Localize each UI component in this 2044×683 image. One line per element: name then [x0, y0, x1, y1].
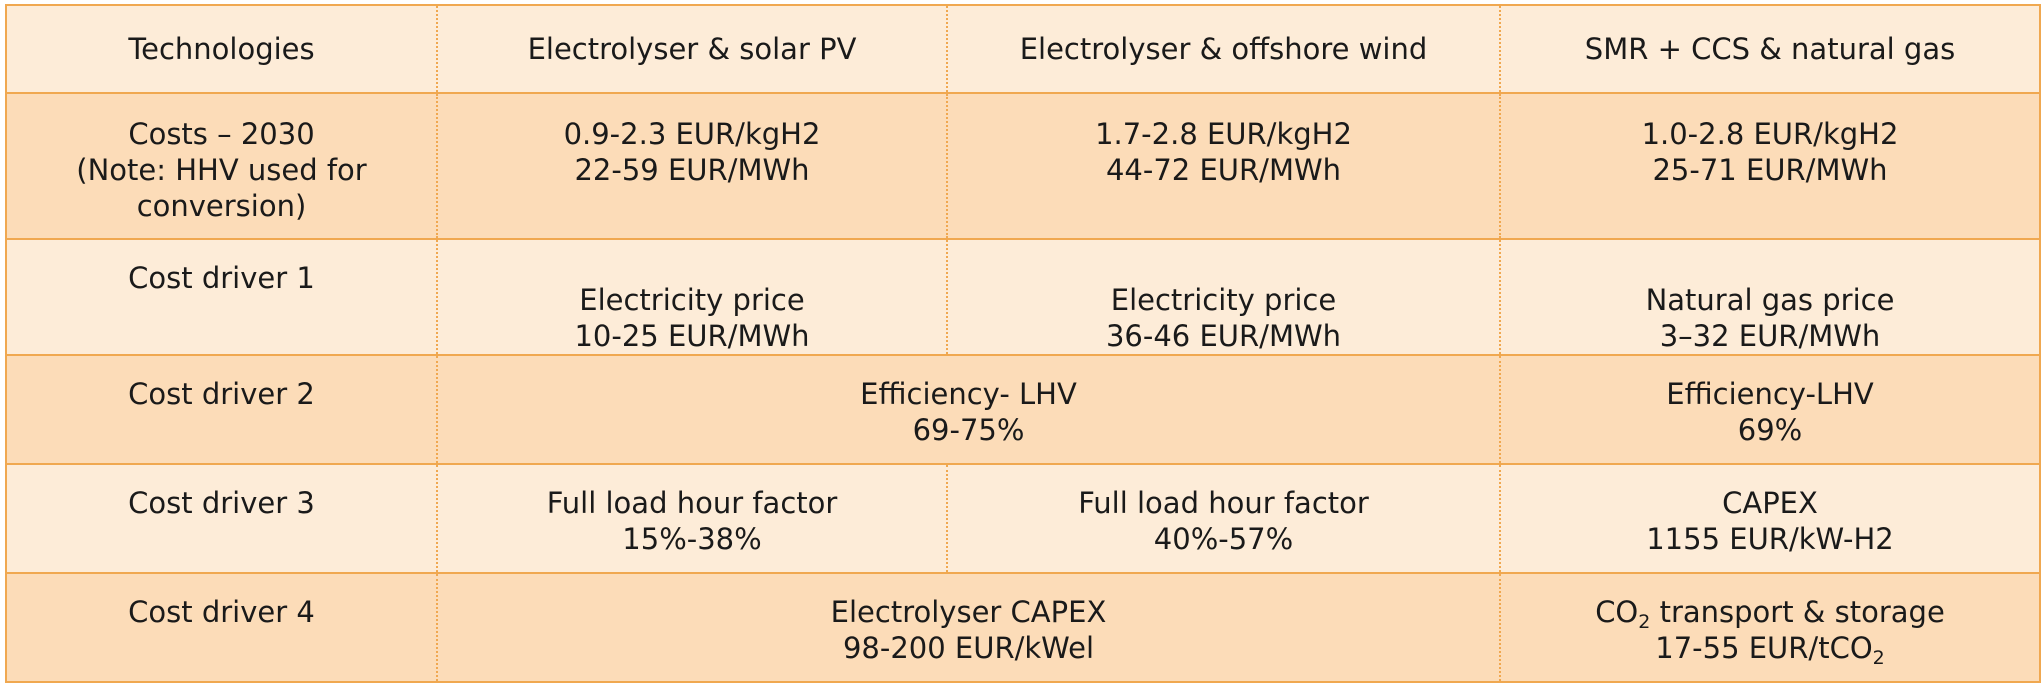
- cost-driver-1-smr-name: Natural gas price: [1645, 283, 1895, 317]
- costs-2030-smr-mwh: 25-71 EUR/MWh: [1652, 153, 1888, 187]
- cost-driver-1-solar-value: 10-25 EUR/MWh: [574, 319, 810, 353]
- costs-2030-smr-cell: 1.0-2.8 EUR/kgH2 25-71 EUR/MWh: [1499, 92, 2041, 240]
- cost-driver-3-solar-cell: Full load hour factor 15%-38%: [436, 463, 948, 574]
- cost-driver-3-smr-cell: CAPEX 1155 EUR/kW-H2: [1499, 463, 2041, 574]
- costs-2030-solar-cell: 0.9-2.3 EUR/kgH2 22-59 EUR/MWh: [436, 92, 948, 240]
- cost-driver-1-smr-value: 3–32 EUR/MWh: [1659, 319, 1881, 353]
- hydrogen-cost-table: Technologies Electrolyser & solar PV Ele…: [5, 4, 2041, 683]
- header-smr-ccs: SMR + CCS & natural gas: [1499, 4, 2041, 94]
- cost-driver-2-smr-cell: Efficiency-LHV 69%: [1499, 354, 2041, 465]
- costs-2030-wind-cell: 1.7-2.8 EUR/kgH2 44-72 EUR/MWh: [946, 92, 1501, 240]
- header-offshore-wind-label: Electrolyser & offshore wind: [1019, 32, 1428, 66]
- cost-driver-4-smr-value: 17-55 EUR/tCO2: [1655, 631, 1885, 669]
- cost-driver-3-wind-cell: Full load hour factor 40%-57%: [946, 463, 1501, 574]
- cost-driver-3-row: Cost driver 3 Full load hour factor 15%-…: [5, 463, 2041, 574]
- costs-2030-wind-kg: 1.7-2.8 EUR/kgH2: [1095, 117, 1352, 151]
- cost-driver-4-label-cell: Cost driver 4: [5, 572, 438, 683]
- costs-2030-row: Costs – 2030 (Note: HHV used for convers…: [5, 92, 2041, 240]
- cost-driver-2-electrolyser-name: Efficiency- LHV: [860, 377, 1077, 411]
- cost-driver-2-smr-value: 69%: [1737, 413, 1803, 447]
- header-technologies: Technologies: [5, 4, 438, 94]
- header-offshore-wind: Electrolyser & offshore wind: [946, 4, 1501, 94]
- cost-driver-2-label-cell: Cost driver 2: [5, 354, 438, 465]
- header-smr-ccs-label: SMR + CCS & natural gas: [1584, 32, 1956, 66]
- costs-2030-note: (Note: HHV used for conversion): [76, 153, 367, 223]
- cost-driver-3-smr-name: CAPEX: [1722, 486, 1818, 520]
- header-row: Technologies Electrolyser & solar PV Ele…: [5, 4, 2041, 94]
- cost-driver-2-electrolyser-cell: Efficiency- LHV 69-75%: [436, 354, 1501, 465]
- cost-driver-3-solar-name: Full load hour factor: [546, 486, 838, 520]
- cost-driver-1-wind-cell: Electricity price 36-46 EUR/MWh: [946, 238, 1501, 356]
- costs-2030-solar-mwh: 22-59 EUR/MWh: [574, 153, 810, 187]
- header-technologies-label: Technologies: [128, 32, 315, 66]
- cost-driver-4-smr-cell: CO2 transport & storage 17-55 EUR/tCO2: [1499, 572, 2041, 683]
- cost-driver-1-row: Cost driver 1 Electricity price 10-25 EU…: [5, 238, 2041, 356]
- cost-driver-1-smr-cell: Natural gas price 3–32 EUR/MWh: [1499, 238, 2041, 356]
- cost-driver-3-smr-value: 1155 EUR/kW-H2: [1646, 522, 1894, 556]
- cost-driver-1-wind-name: Electricity price: [1110, 283, 1337, 317]
- cost-driver-4-label: Cost driver 4: [128, 595, 315, 629]
- costs-2030-smr-kg: 1.0-2.8 EUR/kgH2: [1641, 117, 1899, 151]
- cost-driver-3-wind-name: Full load hour factor: [1078, 486, 1369, 520]
- cost-driver-2-electrolyser-value: 69-75%: [912, 413, 1025, 447]
- header-solar-pv-label: Electrolyser & solar PV: [527, 32, 857, 66]
- cost-driver-4-smr-name: CO2 transport & storage: [1595, 595, 1945, 633]
- cost-driver-4-electrolyser-value: 98-200 EUR/kWel: [842, 631, 1095, 665]
- costs-2030-wind-mwh: 44-72 EUR/MWh: [1105, 153, 1342, 187]
- cost-driver-1-label: Cost driver 1: [128, 261, 315, 295]
- header-solar-pv: Electrolyser & solar PV: [436, 4, 948, 94]
- cost-driver-1-wind-value: 36-46 EUR/MWh: [1105, 319, 1342, 353]
- costs-2030-label-cell: Costs – 2030 (Note: HHV used for convers…: [5, 92, 438, 240]
- cost-driver-3-solar-value: 15%-38%: [622, 522, 762, 556]
- cost-driver-3-wind-value: 40%-57%: [1153, 522, 1294, 556]
- cost-driver-1-solar-name: Electricity price: [579, 283, 805, 317]
- cost-driver-3-label-cell: Cost driver 3: [5, 463, 438, 574]
- cost-driver-1-solar-cell: Electricity price 10-25 EUR/MWh: [436, 238, 948, 356]
- costs-2030-label: Costs – 2030: [128, 117, 315, 151]
- cost-driver-3-label: Cost driver 3: [128, 486, 315, 520]
- cost-driver-4-row: Cost driver 4 Electrolyser CAPEX 98-200 …: [5, 572, 2041, 683]
- cost-driver-4-electrolyser-cell: Electrolyser CAPEX 98-200 EUR/kWel: [436, 572, 1501, 683]
- costs-2030-solar-kg: 0.9-2.3 EUR/kgH2: [563, 117, 821, 151]
- cost-driver-4-electrolyser-name: Electrolyser CAPEX: [830, 595, 1107, 629]
- cost-driver-2-row: Cost driver 2 Efficiency- LHV 69-75% Eff…: [5, 354, 2041, 465]
- cost-driver-2-smr-name: Efficiency-LHV: [1666, 377, 1874, 411]
- cost-driver-1-label-cell: Cost driver 1: [5, 238, 438, 356]
- cost-driver-2-label: Cost driver 2: [128, 377, 315, 411]
